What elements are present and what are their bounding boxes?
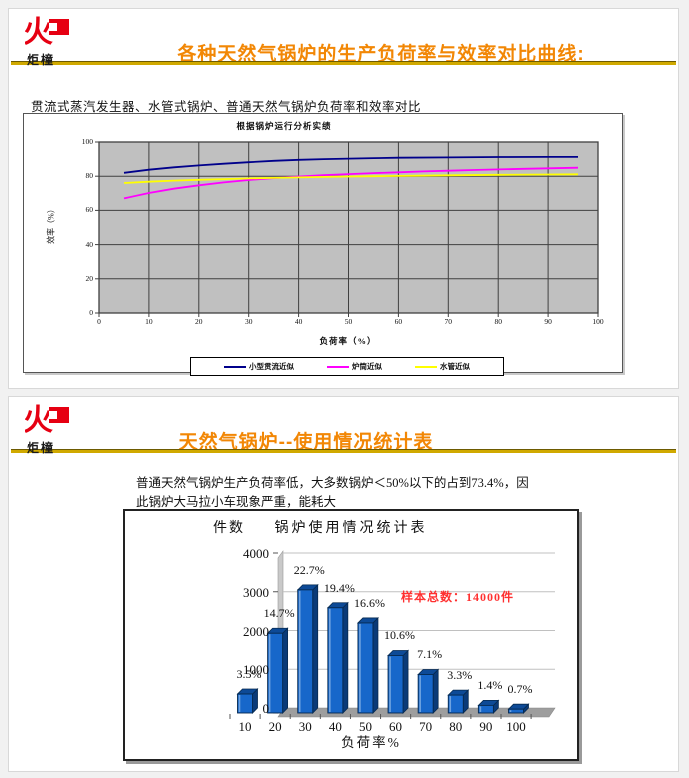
bar-percent-label: 1.4% [477,678,503,693]
line-chart-x-tick: 30 [244,317,253,326]
line-chart-y-tick: 20 [85,273,94,283]
line-chart-plot [95,141,599,317]
line-chart-y-tick: 100 [81,137,93,146]
bar-percent-label: 19.4% [323,580,355,595]
slide1-title: 各种天然气锅炉的生产负荷率与效率对比曲线: [177,43,585,65]
bar-chart-title: 锅炉使用情况统计表 [274,521,428,536]
bar-percent-label: 14.7% [263,606,295,621]
bar-chart-x-tick: 40 [328,719,342,734]
line-chart-y-tick: 40 [85,239,94,249]
bar-chart-x-tick: 90 [479,719,493,734]
logo-text: 炬橦 [27,53,56,67]
line-chart-x-tick: 70 [444,317,453,326]
line-chart-x-tick: 40 [294,317,303,326]
bar-chart-y-tick: 0 [262,701,270,716]
bar-chart-x-tick: 100 [506,719,526,734]
bar-percent-label: 22.7% [293,562,325,577]
svg-text:火: 火 [25,15,53,50]
line-chart-x-tick: 50 [344,317,353,326]
line-chart-x-tick: 90 [544,317,552,326]
header-rule [11,61,676,65]
line-chart-y-axis-title: 效率（%） [46,205,56,244]
bar-chart-frame: 件数 锅炉使用情况统计表 0 1000 2000 3000 4000 3.5% 10 14.7… [123,509,579,761]
sample-total-annotation: 样本总数：14000件 [401,590,515,604]
logo-text: 炬橦 [27,441,56,455]
flame-logo-icon: 火 [25,403,69,438]
slide2-paragraph: 普通天然气锅炉生产负荷率低，大多数锅炉＜50%以下的占到73.4%，因此锅炉大马… [136,475,529,509]
legend-line-swatch [415,365,437,368]
legend-label: 小型贯流近似 [249,362,294,371]
bar-percent-label: 10.6% [384,628,416,643]
legend-item: 小型贯流近似 [224,361,294,372]
bar-chart-y-tick: 4000 [243,546,269,561]
bar-chart-y-tick: 3000 [243,584,269,600]
line-chart-title: 根据锅炉运行分析实绩 [236,121,332,131]
line-chart-x-tick: 0 [97,317,101,326]
bar-percent-label: 3.3% [447,668,473,683]
legend-line-swatch [224,365,246,368]
bar-chart-x-tick: 20 [268,719,282,734]
line-chart-x-tick: 20 [195,317,203,326]
line-chart-x-axis-title: 负荷率（%） [319,336,377,346]
company-logo: 火 炬橦 [25,14,77,67]
line-chart-x-tick: 80 [494,317,502,326]
bar-percent-label: 3.5% [236,667,262,681]
legend-label: 炉筒近似 [352,362,382,371]
bar-chart-y-tick: 1000 [243,662,269,678]
bar-chart-x-tick: 70 [419,719,433,734]
bar-chart-x-tick: 80 [449,719,463,734]
bar-chart-y-tick: 2000 [243,623,269,639]
company-logo: 火 炬橦 [25,402,77,455]
bar-chart-x-tick: 30 [298,719,312,734]
slide2-title: 天然气锅炉--使用情况统计表 [178,431,434,453]
line-chart-y-tick: 60 [85,205,94,215]
bar-chart-x-tick: 10 [238,719,252,734]
bar-percent-label: 0.7% [507,682,533,697]
bar-chart-plot [229,550,556,719]
line-chart-x-tick: 10 [145,317,153,326]
bar-percent-label: 7.1% [417,647,443,662]
slide1-subtitle: 贯流式蒸汽发生器、水管式锅炉、普通天然气锅炉负荷率和效率对比 [31,99,422,114]
line-chart-y-tick: 0 [89,308,93,317]
legend-label: 水管近似 [440,362,470,371]
line-chart-frame: 根据锅炉运行分析实绩 0 10 20 30 40 50 60 70 80 90 100 0 20 40 60… [23,113,623,376]
bar-chart-x-tick: 60 [389,719,403,734]
line-chart-x-tick: 60 [394,317,403,326]
line-chart-x-tick: 100 [592,317,604,326]
slide-usage-statistics: 火 炬橦 天然气锅炉--使用情况统计表 普通天然气锅炉生产负荷率低，大多数锅炉＜… [8,396,679,772]
svg-text:火: 火 [25,403,53,438]
slide-load-efficiency-curves: 火 炬橦 各种天然气锅炉的生产负荷率与效率对比曲线: 贯流式蒸汽发生器、水管式锅… [8,8,679,389]
legend-item: 水管近似 [415,361,470,372]
line-chart-legend: 小型贯流近似 炉筒近似 水管近似 [190,357,504,376]
flame-logo-icon: 火 [25,15,69,50]
bar-percent-label: 16.6% [353,595,385,610]
legend-line-swatch [327,365,349,368]
bar-chart-x-axis-title: 负荷率% [341,735,401,750]
header-rule [11,449,676,453]
bar-chart-y-axis-title: 件数 [213,521,245,536]
bar-chart-x-tick: 50 [358,719,372,734]
legend-item: 炉筒近似 [327,361,382,372]
line-chart-y-tick: 80 [85,171,94,181]
